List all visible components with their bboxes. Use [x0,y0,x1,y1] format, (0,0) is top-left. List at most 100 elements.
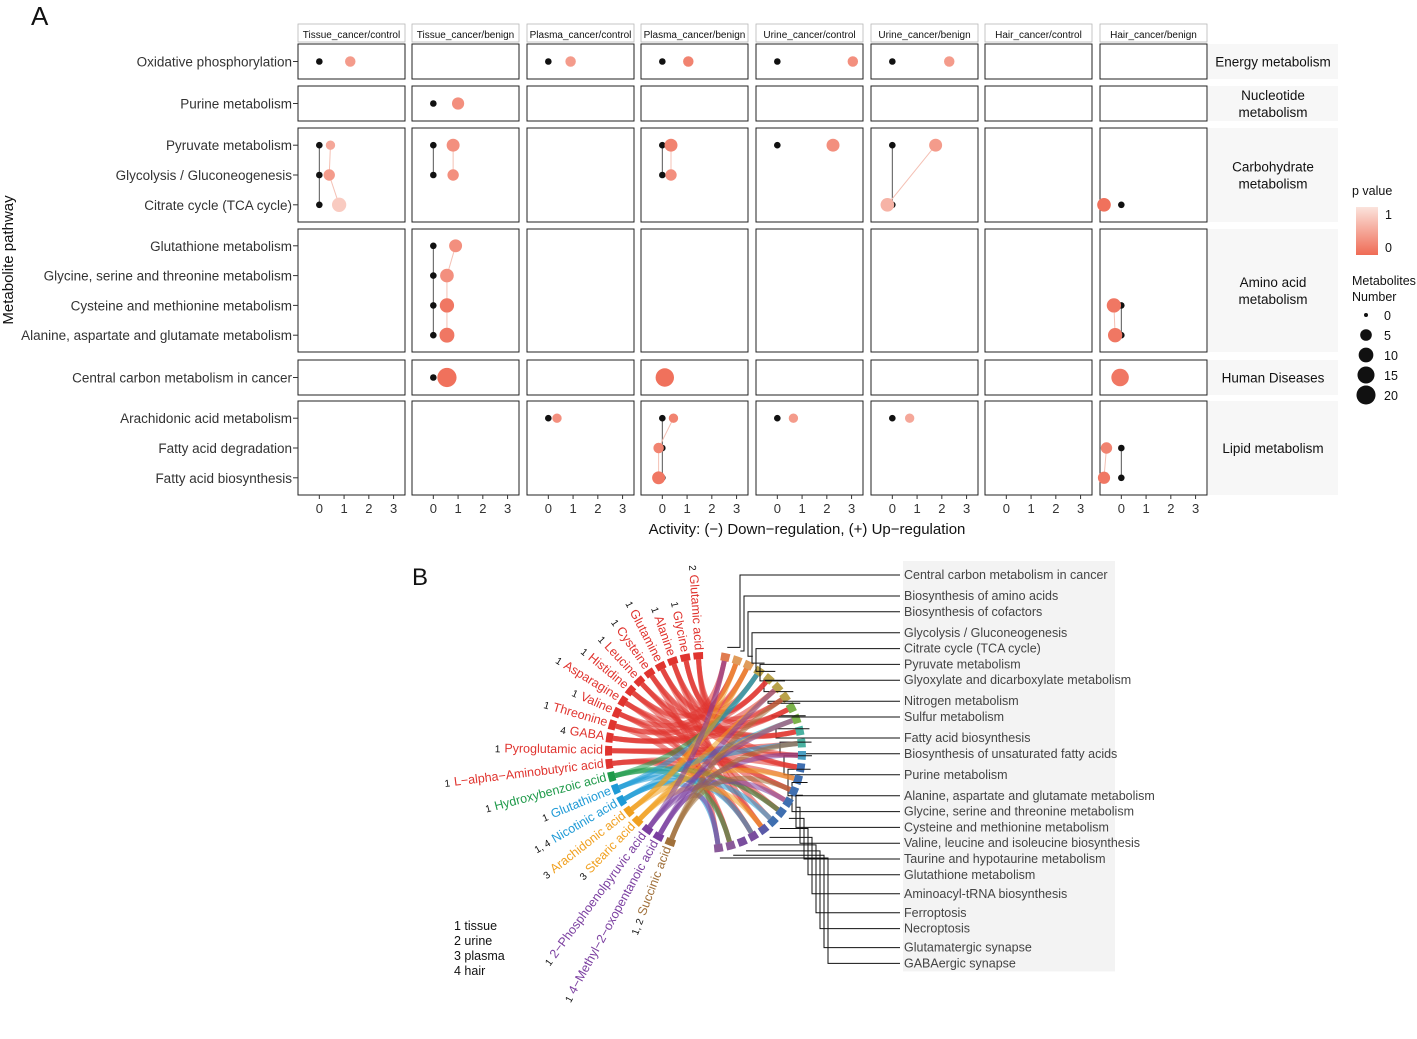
group-strip [1208,44,1338,79]
facet-panel [1099,127,1208,223]
activity-dot [1107,328,1123,343]
baseline-dot [889,58,896,65]
pathway-leader [751,632,900,664]
chord-ribbon [669,697,784,840]
legend-size-title: Metabolites [1352,274,1416,288]
facet-panel [297,228,406,353]
pathway-leader [758,844,900,914]
activity-dot [437,367,457,388]
facet-panel [640,127,749,223]
chord-pathway-label: Fatty acid biosynthesis [904,731,1030,745]
source-key-item: 3 plasma [454,949,505,963]
facet-panel [297,85,406,122]
legend-size-label: 10 [1384,349,1398,363]
chord-pathway-label: Glycolysis / Gluconeogenesis [904,626,1067,640]
x-tick-label: 3 [619,501,626,516]
x-tick-label: 2 [365,501,372,516]
baseline-dot [430,171,437,179]
pathway-label: Fatty acid degradation [158,441,292,456]
x-tick-label: 3 [1192,501,1199,516]
facet-panel [984,85,1093,122]
metabolite-source: 1, 4 [533,838,553,856]
x-tick-label: 0 [1118,501,1125,516]
pathway-arc [766,815,779,828]
activity-dot [325,140,336,150]
activity-dot [655,368,674,387]
metabolite-arc [631,815,644,828]
panel-b-chord-diagram: Central carbon metabolism in cancer Biosy… [444,561,1155,1005]
metabolite-arc [607,719,618,731]
baseline-dot [774,58,781,65]
x-tick-label: 1 [798,501,805,516]
x-tick-label: 1 [454,501,461,516]
pathway-leader [791,781,900,813]
pathway-leader [755,648,900,672]
x-tick-label: 1 [913,501,920,516]
x-tick-label: 2 [938,501,945,516]
metabolite-source: 1 [623,600,636,610]
activity-connector [658,417,674,449]
legend-size-label: 0 [1384,309,1391,323]
legend-p-tick: 0 [1385,241,1392,255]
metabolite-source: 1 [543,957,555,968]
metabolite-arc [610,783,621,795]
facet-panel [526,43,635,80]
group-label: Energy metabolism [1215,55,1331,70]
pathway-group-box [903,933,1115,972]
facet-panel [640,43,749,80]
baseline-dot [316,201,323,209]
chord-pathway-label: Glycine, serine and threonine metabolism [904,805,1134,819]
facet-panel [1099,43,1208,80]
facet-panel [1099,85,1208,122]
group-strip [1208,86,1338,121]
activity-dot [446,138,460,152]
x-tick-label: 0 [774,501,781,516]
column-strip [755,23,864,43]
group-strip [1208,401,1338,495]
pathway-group-box [903,561,1115,583]
pathway-arc [796,762,806,773]
chord-pathway-label: Biosynthesis of unsaturated fatty acids [904,747,1117,761]
legend-size-label: 20 [1384,389,1398,403]
metabolite-source: 3 [542,869,554,881]
facet-panel [755,359,864,396]
pathway-leader [788,817,900,860]
facet-panel [526,400,635,496]
pathway-arc [742,659,755,671]
pathway-arc [720,652,731,662]
group-strip [1208,229,1338,352]
activity-dot [565,56,576,67]
facet-panel [870,43,979,80]
baseline-dot [430,331,437,339]
pathway-leader [727,574,900,648]
pathway-leader [747,611,900,657]
facet-panel [297,400,406,496]
pathway-leader [767,700,900,704]
activity-dot [451,97,465,110]
metabolite-arc [605,745,613,756]
baseline-dot [889,414,896,422]
pathway-arc [736,836,748,847]
activity-dot [944,56,955,67]
pathway-group-box [903,879,1115,902]
metabolite-source: 4 [559,725,567,737]
x-tick-label: 3 [963,501,970,516]
metabolite-arc [616,794,628,807]
x-tick-label: 2 [1167,501,1174,516]
activity-dot [665,169,677,181]
pathway-arc [757,823,770,836]
facet-panel [755,127,864,223]
metabolite-arc [693,652,704,660]
facet-panel [526,85,635,122]
column-strip [640,23,749,43]
source-key-item: 4 hair [454,964,485,978]
pathway-arc [790,713,802,725]
metabolite-label: 2 Glutamic acid [686,565,706,651]
pathway-arc [731,655,743,666]
x-tick-label: 0 [430,501,437,516]
facet-panel [870,400,979,496]
column-strip [411,23,520,43]
baseline-dot [659,171,666,179]
chord-pathway-label: Necroptosis [904,922,970,936]
pathway-arc [713,843,724,853]
